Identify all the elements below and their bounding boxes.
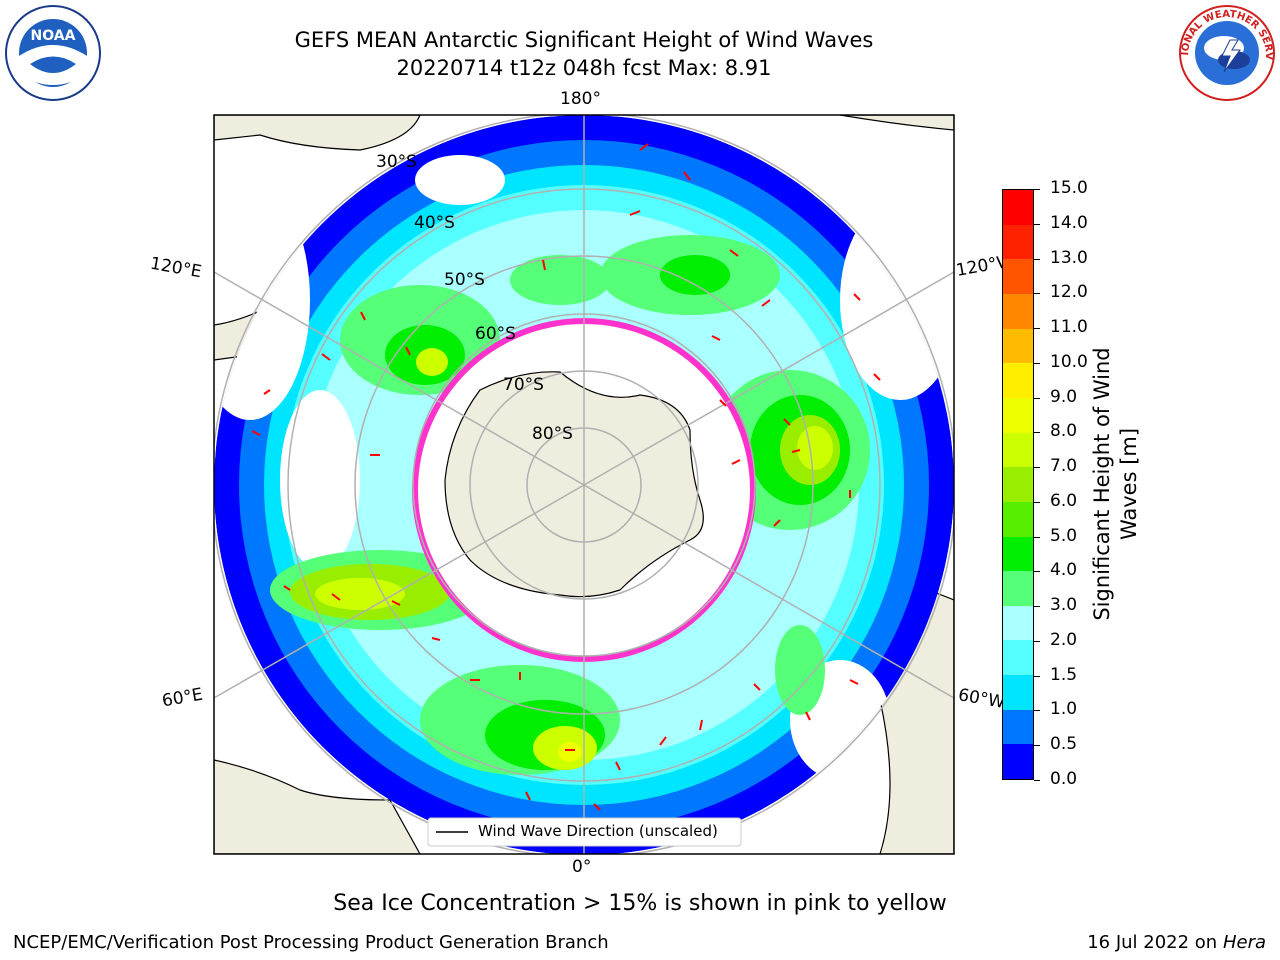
colorbar-ticks: 0.0 0.5 1.0 1.5 2.0 3.0 4.0 5.0 6.0 7.0 8.0 9.0 10.0… [1034, 178, 1114, 789]
colorbar-segment [1003, 571, 1033, 606]
colorbar-tick-label: 1.5 [1050, 664, 1078, 685]
colorbar-tick-label: 8.0 [1050, 421, 1078, 442]
colorbar-tick-mark [1034, 675, 1040, 677]
colorbar-tick-mark [1034, 640, 1040, 642]
lat-label-70s: 70°S [503, 375, 544, 395]
lat-label-80s: 80°S [532, 424, 573, 444]
colorbar-tick-label: 3.0 [1050, 595, 1078, 616]
colorbar-tick-label: 0.0 [1050, 769, 1078, 789]
colorbar-segment [1003, 363, 1033, 398]
colorbar-tick-mark [1034, 189, 1040, 190]
national-weather-service-logo: NATIONAL WEATHER SERVICE [1178, 4, 1275, 101]
lat-label-60s: 60°S [475, 324, 516, 344]
colorbar-tick-mark [1034, 745, 1040, 747]
colorbar-tick-mark [1034, 432, 1040, 434]
colorbar-title-line2: Waves [m] [1117, 427, 1141, 541]
lat-label-40s: 40°S [414, 213, 455, 233]
chart-title-line2: 20220714 t12z 048h fcst Max: 8.91 [396, 56, 772, 80]
colorbar-segment [1003, 675, 1033, 710]
colorbar-title-line1: Significant Height of Wind [1090, 347, 1114, 621]
colorbar-tick-label: 10.0 [1050, 351, 1088, 372]
colorbar-tick-label: 9.0 [1050, 386, 1078, 407]
colorbar-tick-label: 11.0 [1050, 317, 1088, 338]
colorbar-tick-mark [1034, 780, 1040, 781]
colorbar-tick-label: 2.0 [1050, 629, 1078, 650]
colorbar-tick-mark [1034, 293, 1040, 295]
colorbar-segment [1003, 259, 1033, 295]
colorbar-segment [1003, 397, 1033, 433]
colorbar [1002, 189, 1034, 780]
colorbar-segment [1003, 536, 1033, 572]
footer-date: 16 Jul 2022 on [1087, 932, 1223, 953]
noaa-logo: NOAA [5, 5, 101, 101]
colorbar-segment [1003, 744, 1033, 779]
colorbar-tick-label: 0.5 [1050, 734, 1078, 755]
legend [427, 817, 742, 847]
lon-label-180: 180° [560, 89, 601, 109]
colorbar-tick-label: 15.0 [1050, 178, 1088, 198]
footer-host: Hera [1222, 932, 1266, 953]
wave-height-field [214, 115, 954, 854]
colorbar-segment [1003, 328, 1033, 364]
colorbar-tick-label: 4.0 [1050, 560, 1078, 581]
colorbar-tick-label: 14.0 [1050, 212, 1088, 233]
lat-label-50s: 50°S [444, 270, 485, 290]
footer-left: NCEP/EMC/Verification Post Processing Pr… [13, 932, 609, 953]
noaa-logo-text: NOAA [31, 28, 76, 44]
lon-label-0: 0° [572, 857, 592, 877]
colorbar-segment [1003, 432, 1033, 468]
graticule [214, 115, 954, 854]
wave-direction-arrows [251, 143, 881, 811]
colorbar-tick-mark [1034, 258, 1040, 260]
colorbar-segment [1003, 640, 1033, 676]
colorbar-tick-label: 1.0 [1050, 699, 1078, 720]
colorbar-segment [1003, 467, 1033, 502]
chart-title-line1: GEFS MEAN Antarctic Significant Height o… [294, 28, 874, 52]
colorbar-tick-mark [1034, 606, 1040, 608]
legend-label: Wind Wave Direction (unscaled) [478, 822, 718, 840]
colorbar-tick-mark [1034, 397, 1040, 399]
antarctica [444, 371, 704, 598]
colorbar-tick-mark [1034, 467, 1040, 469]
colorbar-tick-mark [1034, 710, 1040, 712]
map-frame [213, 114, 955, 855]
colorbar-tick-mark [1034, 328, 1040, 330]
colorbar-tick-label: 7.0 [1050, 456, 1078, 477]
colorbar-tick-label: 13.0 [1050, 247, 1088, 268]
colorbar-tick-mark [1034, 571, 1040, 573]
colorbar-tick-mark [1034, 223, 1040, 225]
footer-right: 16 Jul 2022 on Hera [1087, 932, 1266, 953]
colorbar-tick-label: 12.0 [1050, 282, 1088, 303]
colorbar-segment [1003, 605, 1033, 641]
lat-label-30s: 30°S [376, 152, 417, 172]
colorbar-tick-mark [1034, 536, 1040, 538]
colorbar-segment [1003, 501, 1033, 537]
colorbar-segment [1003, 224, 1033, 260]
colorbar-tick-label: 6.0 [1050, 490, 1078, 511]
colorbar-segment [1003, 294, 1033, 329]
colorbar-segment [1003, 190, 1033, 225]
colorbar-segment [1003, 709, 1033, 745]
colorbar-tick-label: 5.0 [1050, 525, 1078, 546]
sea-ice-caption: Sea Ice Concentration > 15% is shown in … [333, 891, 947, 916]
colorbar-tick-mark [1034, 501, 1040, 503]
colorbar-tick-mark [1034, 362, 1040, 364]
